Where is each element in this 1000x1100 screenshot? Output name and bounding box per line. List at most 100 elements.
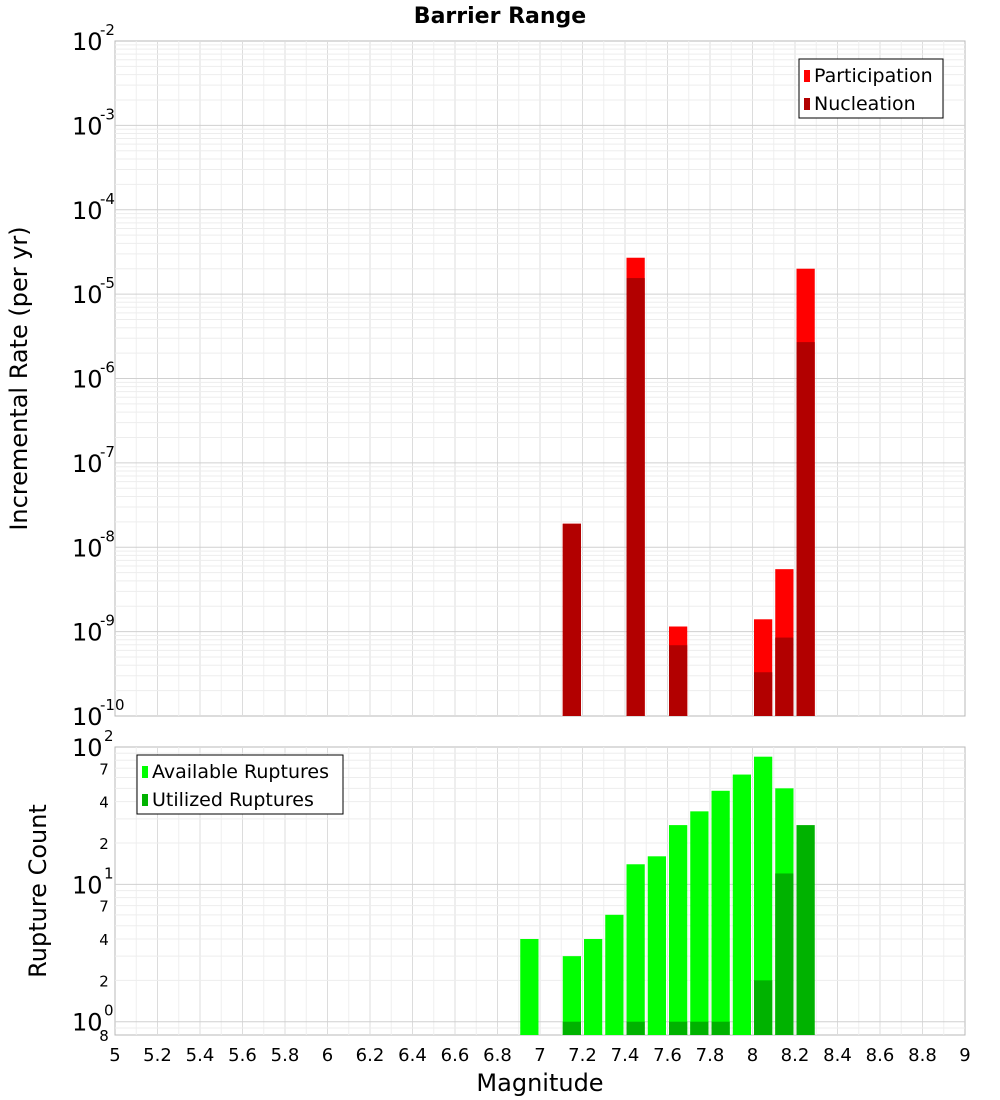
x-tick-label: 6.4 [398,1045,427,1066]
top-panel: 10-210-310-410-510-610-710-810-910-10 In… [5,21,966,731]
legend-box [136,754,344,815]
bottom-bar-b [711,1021,730,1035]
y-tick-label: 10 [72,1009,103,1037]
y-tick-exponent: -3 [100,105,115,123]
bottom-legend: Available Ruptures Utilized Ruptures [136,754,344,815]
bottom-bar-b [690,1021,709,1035]
x-tick-label: 9 [959,1045,970,1066]
bottom-bar-b [669,1021,688,1035]
y-tick-exponent: 0 [104,1002,114,1020]
top-bar-b [669,645,688,716]
bottom-bar-a [669,825,688,1035]
x-tick-label: 5.8 [271,1045,300,1066]
top-y-axis-label: Incremental Rate (per yr) [5,226,33,530]
bottom-bar-a [584,939,603,1035]
legend-swatch [142,766,148,778]
y-tick-exponent: -8 [100,527,115,545]
x-tick-label: 6 [322,1045,333,1066]
x-tick-label: 7.4 [611,1045,640,1066]
bottom-bar-a [732,774,751,1035]
x-tick-label: 7 [534,1045,545,1066]
y-minor-tick-label: 2 [99,835,109,853]
top-bar-b [562,523,581,716]
x-tick-label: 6.2 [356,1045,385,1066]
top-bar-b [796,342,815,716]
y-minor-tick-label: 8 [99,1027,109,1045]
top-bar-b [775,637,794,716]
y-tick-label: 10 [72,619,103,647]
bottom-bar-a [754,756,773,1035]
bottom-bar-b [754,980,773,1035]
y-tick-exponent: -7 [100,443,115,461]
top-legend: Participation Nucleation [798,58,944,119]
x-tick-label: 8.2 [781,1045,810,1066]
y-minor-tick-label: 7 [99,760,109,778]
x-tick-label: 5.2 [143,1045,172,1066]
y-tick-exponent: -6 [100,359,115,377]
y-tick-label: 10 [72,281,103,309]
bottom-bar-a [647,856,666,1035]
legend-swatch [142,794,148,806]
y-tick-label: 10 [72,734,103,762]
y-tick-label: 10 [72,28,103,56]
bottom-bars [520,756,815,1035]
x-tick-label: 7.6 [653,1045,682,1066]
bottom-bar-a [605,914,624,1035]
x-tick-label: 8 [747,1045,758,1066]
y-minor-tick-label: 4 [99,931,109,949]
y-tick-label: 10 [72,703,103,731]
legend-label: Nucleation [814,93,916,115]
y-tick-exponent: -9 [100,612,115,630]
y-tick-label: 10 [72,534,103,562]
y-tick-label: 10 [72,871,103,899]
y-tick-exponent: -5 [100,274,115,292]
x-tick-label: 6.6 [441,1045,470,1066]
x-tick-label: 5.4 [186,1045,215,1066]
x-tick-label: 5 [109,1045,120,1066]
x-tick-label: 8.8 [908,1045,937,1066]
legend-label: Utilized Ruptures [152,789,314,811]
bottom-y-axis-label: Rupture Count [24,804,52,978]
y-tick-exponent: 2 [104,727,114,745]
legend-swatch [804,98,810,110]
legend-swatch [804,70,810,82]
bottom-bar-b [626,1021,645,1035]
x-tick-label: 7.8 [696,1045,725,1066]
y-tick-label: 10 [72,450,103,478]
bottom-bar-b [775,873,794,1035]
top-gridlines [115,41,965,716]
bottom-bar-a [690,811,709,1035]
top-bar-b [626,278,645,716]
chart-title: Barrier Range [414,4,586,29]
top-bar-b [754,672,773,716]
y-tick-exponent: -10 [100,696,125,714]
y-tick-label: 10 [72,112,103,140]
x-tick-label: 8.4 [823,1045,852,1066]
bottom-bar-a [711,790,730,1035]
x-tick-label: 8.6 [866,1045,895,1066]
bottom-bar-a [562,956,581,1035]
bottom-bar-b [562,1021,581,1035]
bottom-bar-a [626,864,645,1035]
x-tick-label: 5.6 [228,1045,257,1066]
legend-label: Available Ruptures [152,761,329,783]
legend-label: Participation [814,65,933,87]
y-minor-tick-label: 2 [99,972,109,990]
bottom-gridlines [115,747,965,1035]
top-y-ticks: 10-210-310-410-510-610-710-810-910-10 [72,21,125,731]
y-tick-exponent: 1 [104,864,114,882]
x-axis-label: Magnitude [476,1069,603,1097]
x-tick-label: 6.8 [483,1045,512,1066]
y-tick-exponent: -2 [100,21,115,39]
y-minor-tick-label: 4 [99,794,109,812]
x-ticks: 5 5.2 5.4 5.6 5.8 6 6.2 6.4 6.6 6.8 7 7.2 7.4 7.6 7.8 8… [109,1045,970,1066]
y-tick-exponent: -4 [100,190,115,208]
y-tick-label: 10 [72,197,103,225]
bottom-bar-b [796,825,815,1035]
legend-box [798,58,944,119]
x-tick-label: 7.2 [568,1045,597,1066]
bottom-bar-a [520,939,539,1035]
